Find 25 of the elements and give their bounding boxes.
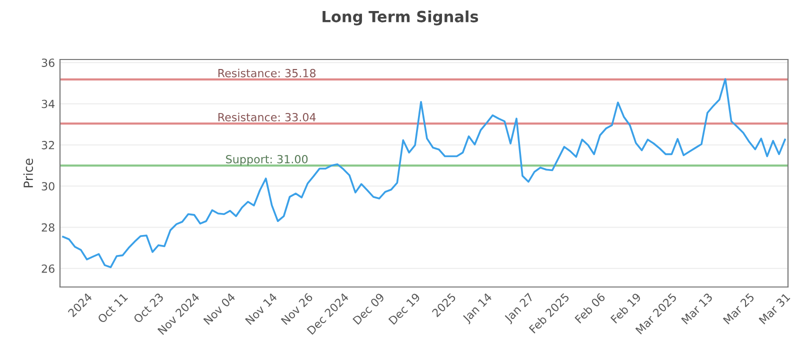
y-axis-title: Price	[23, 158, 34, 188]
chart-title: Long Term Signals	[322, 10, 478, 26]
y-tick-label: 26	[42, 264, 54, 273]
ref-line-label: Support: 31.00	[226, 154, 308, 166]
y-tick-label: 32	[42, 140, 54, 150]
ref-line-label: Resistance: 33.04	[218, 112, 316, 122]
x-tick-label: Dec 19	[388, 292, 421, 325]
x-tick-label: Oct 11	[97, 292, 128, 324]
x-tick-label: Jan 14	[462, 292, 494, 324]
x-tick-label: Nov 26	[280, 292, 314, 325]
x-tick-label: Oct 23	[132, 292, 164, 324]
line-series	[62, 78, 786, 268]
x-tick-label: Mar 13	[681, 292, 713, 324]
x-tick-label: Feb 19	[610, 292, 642, 324]
x-tick-label: Nov 04	[203, 292, 236, 325]
y-tick-label: 36	[42, 58, 54, 67]
x-tick-label: Mar 25	[722, 292, 755, 324]
x-tick-label: Dec 09	[352, 292, 385, 325]
y-tick-label: 28	[42, 223, 54, 232]
y-tick-label: 34	[42, 100, 55, 108]
ref-line-label: Resistance: 35.18	[218, 68, 316, 78]
x-tick-label: Jan 27	[504, 292, 536, 324]
y-tick-label: 30	[42, 182, 54, 190]
x-tick-label: Mar 31	[758, 292, 790, 324]
x-tick-label: Feb 06	[574, 292, 606, 324]
